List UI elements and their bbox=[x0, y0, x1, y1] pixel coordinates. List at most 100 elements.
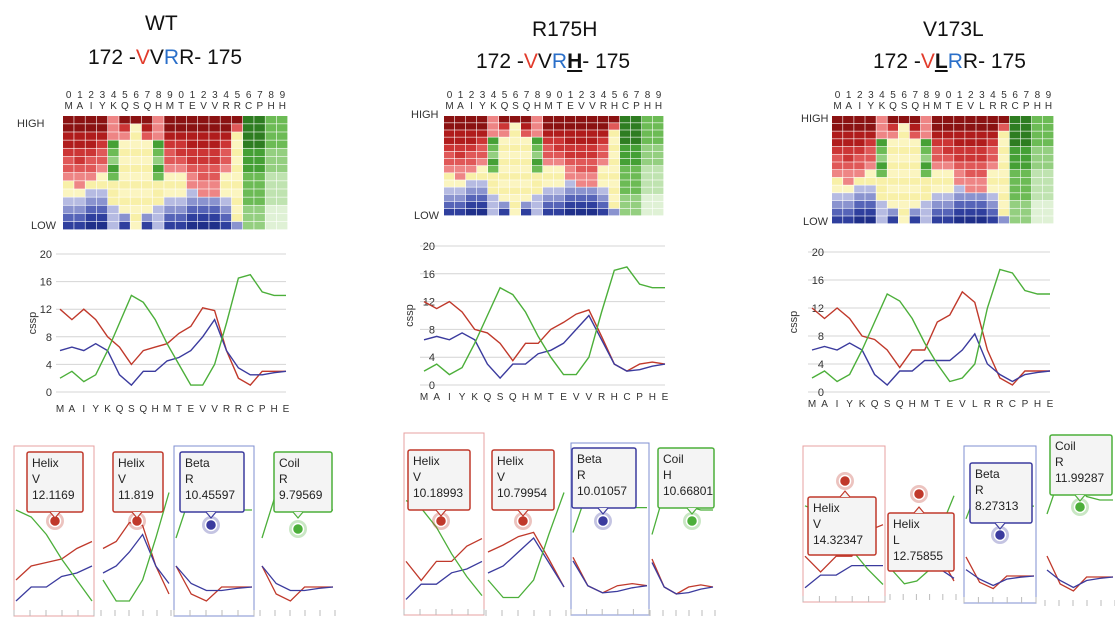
heatmap-cell bbox=[1020, 185, 1032, 193]
heatmap-cell bbox=[130, 124, 142, 132]
heatmap-cell bbox=[85, 132, 97, 140]
heatmap-cell bbox=[466, 144, 477, 152]
heatmap-residue: M bbox=[445, 101, 453, 112]
tooltip-pointer bbox=[292, 511, 304, 519]
heatmap-cell bbox=[141, 173, 153, 181]
heatmap-cell bbox=[620, 187, 631, 194]
heatmap-cell bbox=[96, 124, 108, 132]
heatmap-cell bbox=[477, 201, 488, 209]
heatmap-digit: 5 bbox=[1001, 90, 1007, 101]
heatmap-cell bbox=[164, 173, 175, 181]
x-tick-label: H bbox=[522, 392, 529, 403]
heatmap-cell bbox=[466, 116, 477, 123]
heatmap-cell bbox=[510, 173, 521, 180]
heatmap-cell bbox=[141, 189, 153, 197]
heatmap-cell bbox=[965, 193, 976, 201]
heatmap-cell bbox=[220, 213, 232, 222]
heatmap-cell bbox=[198, 197, 209, 205]
heatmap-cell bbox=[876, 116, 887, 124]
heatmap-cell bbox=[954, 170, 965, 178]
highlight-point bbox=[516, 514, 530, 528]
heatmap-cell bbox=[510, 187, 521, 194]
heatmap-digit: 1 bbox=[190, 90, 196, 101]
heatmap-cell bbox=[565, 151, 576, 159]
heatmap-cell bbox=[466, 151, 477, 159]
heatmap-cell bbox=[85, 148, 97, 157]
heatmap-cell bbox=[998, 208, 1009, 216]
heatmap-cell bbox=[943, 131, 954, 139]
heatmap: 0 1 2 3 4 5 6 7 8 9 0 1 2 3 4 5 6 7 8 9M A I Y K Q S Q H M T E V V R H C P H H bbox=[444, 90, 664, 216]
heatmap-cell bbox=[198, 140, 209, 148]
heatmap-cell bbox=[987, 200, 998, 208]
heatmap-cell bbox=[543, 130, 554, 137]
heatmap-cell bbox=[220, 124, 232, 132]
x-tick-label: T bbox=[934, 399, 940, 410]
heatmap-residue: S bbox=[133, 101, 140, 112]
heatmap-cell bbox=[865, 200, 876, 208]
heatmap-cell bbox=[887, 177, 898, 185]
heatmap-cell bbox=[499, 194, 510, 202]
tooltip-value: 11.99287 bbox=[1055, 471, 1104, 485]
heatmap-cell bbox=[231, 124, 243, 132]
heatmap-cell bbox=[209, 173, 220, 181]
x-tick-label: H bbox=[270, 404, 277, 415]
heatmap-cell bbox=[254, 116, 265, 124]
heatmap-cell bbox=[642, 201, 653, 209]
tooltip-type: Beta bbox=[577, 452, 602, 466]
heatmap-cell bbox=[265, 148, 277, 157]
heatmap-residue: T bbox=[178, 101, 184, 112]
tooltip-pointer bbox=[597, 507, 609, 515]
heatmap-cell bbox=[153, 140, 164, 148]
heatmap-cell bbox=[920, 123, 932, 131]
heatmap-cell bbox=[865, 177, 876, 185]
x-tick-label: H bbox=[909, 399, 916, 410]
heatmap-cell bbox=[909, 139, 921, 147]
heatmap-cell bbox=[186, 132, 198, 140]
heatmap-cell bbox=[642, 194, 653, 202]
heatmap-cell bbox=[1042, 170, 1054, 178]
inset-1: Helix V 14.32347 bbox=[802, 445, 886, 603]
heatmap-cell bbox=[510, 130, 521, 137]
heatmap-cell bbox=[444, 194, 455, 202]
inset-2: Helix V 10.79954 bbox=[485, 449, 567, 616]
heatmap-cell bbox=[488, 166, 499, 173]
heatmap-cell bbox=[466, 158, 477, 166]
heatmap-cell bbox=[1031, 170, 1043, 178]
heatmap-cell bbox=[108, 140, 119, 148]
x-tick-label: I bbox=[82, 404, 85, 415]
heatmap-cell bbox=[164, 156, 175, 165]
heatmap-cell bbox=[96, 221, 108, 230]
heatmap-cell bbox=[565, 173, 576, 180]
heatmap-cell bbox=[843, 139, 854, 147]
heatmap-cell bbox=[175, 164, 187, 173]
heatmap-cell bbox=[876, 139, 887, 147]
heatmap-residue: P bbox=[1023, 101, 1030, 112]
tooltip-residue: V bbox=[118, 472, 126, 486]
heatmap-cell bbox=[231, 189, 243, 197]
heatmap-low-label: LOW bbox=[803, 216, 829, 228]
heatmap-residue: V bbox=[967, 101, 974, 112]
heatmap-digit: 1 bbox=[846, 90, 852, 101]
x-tick-label: E bbox=[283, 404, 290, 415]
heatmap-cell bbox=[85, 213, 97, 222]
heatmap-cell bbox=[499, 158, 510, 166]
heatmap-cell bbox=[153, 181, 164, 189]
panel-1: 0 1 2 3 4 5 6 7 8 9 0 1 2 3 4 5 6 7 8 9M A I Y K Q S Q H M T E V V R R C P H H… bbox=[13, 90, 336, 617]
heatmap-residue: M bbox=[64, 101, 72, 112]
heatmap-cell bbox=[987, 139, 998, 147]
tooltip-type: Coil bbox=[279, 456, 300, 470]
heatmap-cell bbox=[254, 164, 265, 173]
heatmap-cell bbox=[186, 173, 198, 181]
heatmap-cell bbox=[130, 140, 142, 148]
heatmap-cell bbox=[854, 154, 865, 162]
inset-line-2 bbox=[102, 533, 170, 584]
x-tick-label: K bbox=[104, 404, 111, 415]
heatmap-digit: 2 bbox=[857, 90, 863, 101]
x-tick-label: E bbox=[662, 392, 669, 403]
heatmap-cell bbox=[943, 139, 954, 147]
heatmap-cell bbox=[954, 123, 965, 131]
heatmap-cell bbox=[175, 221, 187, 230]
heatmap-cell bbox=[965, 216, 976, 224]
heatmap-cell bbox=[587, 158, 598, 166]
heatmap-cell bbox=[854, 131, 865, 139]
